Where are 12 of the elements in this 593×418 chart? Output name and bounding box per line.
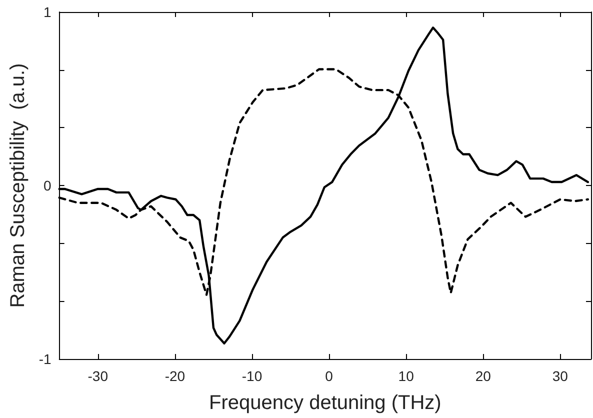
x-tick-label: 20 — [475, 368, 492, 384]
x-tick-label: -30 — [88, 368, 108, 384]
x-tick-label: 30 — [552, 368, 568, 384]
x-tick-label: -10 — [242, 368, 262, 384]
y-tick-label: -1 — [38, 351, 52, 367]
x-tick-label: 10 — [398, 368, 414, 384]
x-tick-label: -20 — [164, 368, 186, 384]
x-tick-label: 0 — [325, 368, 334, 384]
y-tick-label: 0 — [44, 178, 52, 194]
y-tick-label: 1 — [44, 4, 52, 20]
x-axis-title: Frequency detuning (THz) — [209, 392, 442, 414]
y-axis-title: Raman Susceptibility (a.u.) — [7, 63, 29, 308]
